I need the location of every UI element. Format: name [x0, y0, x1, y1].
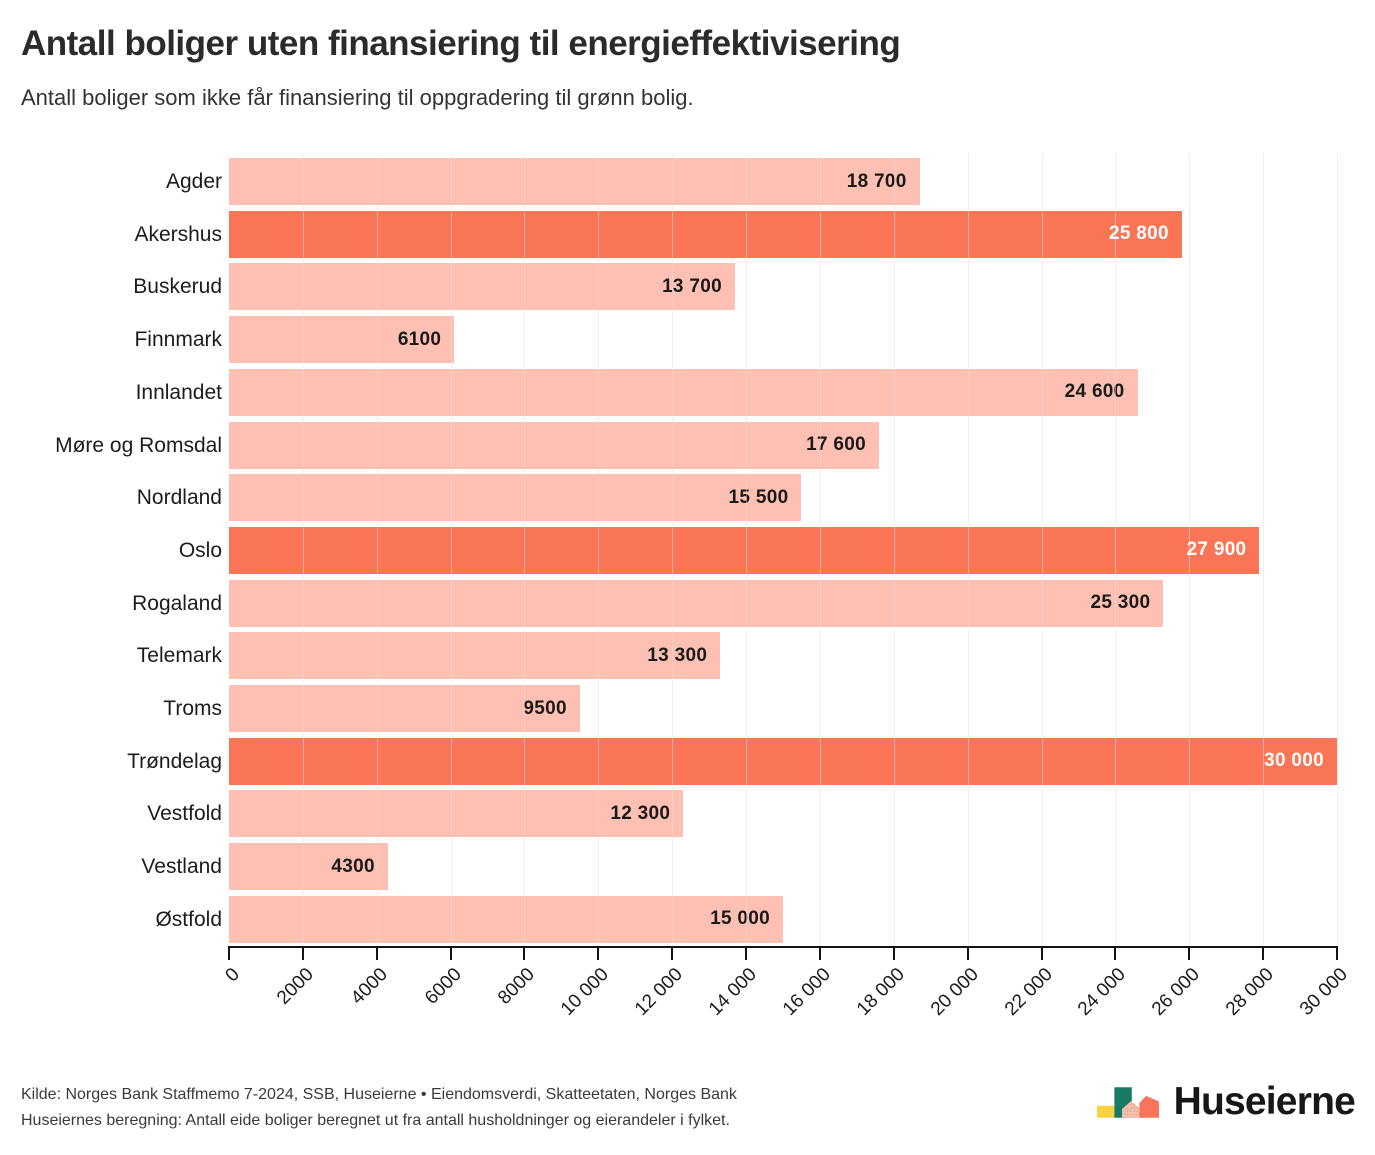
- footer: Kilde: Norges Bank Staffmemo 7-2024, SSB…: [21, 1082, 737, 1134]
- bar-value-label: 24 600: [1064, 381, 1125, 403]
- bar: 25 800: [229, 210, 1182, 258]
- category-label: Troms: [163, 697, 222, 720]
- bar-value-label: 4300: [331, 855, 375, 877]
- category-label: Vestfold: [147, 802, 222, 826]
- x-tick-label: 22 000: [1000, 964, 1057, 1020]
- logo-text: Huseierne: [1173, 1080, 1356, 1123]
- bar-value-label: 12 300: [610, 802, 671, 824]
- logo-coral-house: [1139, 1095, 1159, 1118]
- x-tick: [1114, 948, 1117, 960]
- gridline-overlay: [302, 153, 304, 946]
- category-label: Akershus: [134, 222, 222, 246]
- x-tick: [1040, 948, 1043, 960]
- category-label: Rogaland: [132, 591, 222, 615]
- gridline: [1337, 153, 1338, 946]
- x-tick: [745, 948, 748, 960]
- gridline-overlay: [376, 153, 378, 946]
- gridline-overlay: [1337, 153, 1338, 946]
- x-tick-label: 20 000: [926, 964, 983, 1020]
- gridline-overlay: [598, 153, 600, 946]
- x-tick: [818, 948, 821, 960]
- gridline-overlay: [1041, 153, 1043, 946]
- bar: 24 600: [229, 368, 1138, 416]
- bar: 27 900: [229, 526, 1260, 574]
- bar: 25 300: [229, 579, 1164, 627]
- bar: 18 700: [229, 158, 920, 205]
- bar-value-label: 15 500: [728, 486, 789, 508]
- category-label: Innlandet: [135, 380, 222, 404]
- category-label: Trøndelag: [127, 749, 222, 773]
- x-tick: [1336, 948, 1338, 960]
- bar: 13 700: [229, 263, 735, 311]
- category-label: Vestland: [141, 855, 222, 879]
- bar-value-label: 17 600: [806, 434, 867, 455]
- category-label: Østfold: [155, 907, 222, 931]
- x-tick: [1262, 948, 1265, 960]
- gridline: [1263, 153, 1265, 946]
- x-tick: [523, 948, 526, 960]
- source-note: Kilde: Norges Bank Staffmemo 7-2024, SSB…: [21, 1086, 737, 1103]
- bar: 9500: [229, 685, 580, 732]
- gridline-overlay: [524, 153, 526, 946]
- x-tick: [892, 948, 895, 960]
- bar: 17 600: [229, 421, 880, 469]
- x-tick: [449, 948, 452, 960]
- x-tick-label: 18 000: [852, 964, 909, 1020]
- logo-yellow-block: [1096, 1105, 1116, 1118]
- bar: 30 000: [229, 737, 1337, 785]
- gridline-overlay: [450, 153, 452, 946]
- category-label: Oslo: [178, 538, 222, 562]
- huseierne-logo-mark: [1096, 1086, 1159, 1118]
- bar: 6100: [229, 316, 455, 364]
- bar-value-label: 15 000: [710, 908, 770, 930]
- bar-value-label: 18 700: [846, 170, 907, 192]
- x-tick: [966, 948, 969, 960]
- gridline-overlay: [672, 153, 674, 946]
- category-label: Nordland: [136, 486, 222, 510]
- gridline-overlay: [893, 153, 895, 946]
- x-tick: [301, 948, 304, 960]
- gridline-overlay: [967, 153, 969, 946]
- page-title: Antall boliger uten finansiering til ene…: [21, 24, 901, 63]
- bar: 13 300: [229, 632, 721, 680]
- bar: 12 300: [229, 790, 684, 838]
- logo-pink-house-dots: [1121, 1100, 1141, 1118]
- gridline-overlay: [819, 153, 821, 946]
- bar-value-label: 25 800: [1108, 223, 1169, 245]
- bar-value-label: 13 700: [662, 275, 722, 297]
- x-tick: [597, 948, 600, 960]
- bar: 4300: [229, 843, 388, 891]
- category-label: Telemark: [136, 644, 222, 668]
- x-tick: [375, 948, 378, 960]
- gridline-overlay: [1263, 153, 1265, 946]
- huseierne-logo: Huseierne: [1096, 1080, 1356, 1124]
- category-label: Buskerud: [133, 275, 222, 299]
- bar-value-label: 25 300: [1090, 592, 1151, 614]
- calculation-note: Huseiernes beregning: Antall eide bolige…: [21, 1112, 730, 1129]
- category-label: Agder: [165, 170, 222, 193]
- x-axis-line: [228, 946, 1338, 948]
- bar-value-label: 6100: [397, 328, 442, 350]
- bar-value-label: 13 300: [647, 644, 708, 666]
- gridline-overlay: [746, 153, 748, 946]
- chart-subtitle: Antall boliger som ikke får finansiering…: [21, 85, 694, 110]
- gridline-overlay: [1189, 153, 1191, 946]
- x-tick: [671, 948, 674, 960]
- category-label: Finnmark: [134, 328, 222, 352]
- bar: 15 000: [229, 895, 783, 943]
- bar-value-label: 9500: [523, 697, 567, 719]
- bar-value-label: 30 000: [1264, 750, 1324, 772]
- bar-value-label: 27 900: [1186, 539, 1247, 561]
- bar: 15 500: [229, 474, 802, 522]
- category-label: Møre og Romsdal: [55, 433, 222, 457]
- x-tick: [228, 948, 230, 960]
- gridline-overlay: [1115, 153, 1117, 946]
- x-tick: [1188, 948, 1191, 960]
